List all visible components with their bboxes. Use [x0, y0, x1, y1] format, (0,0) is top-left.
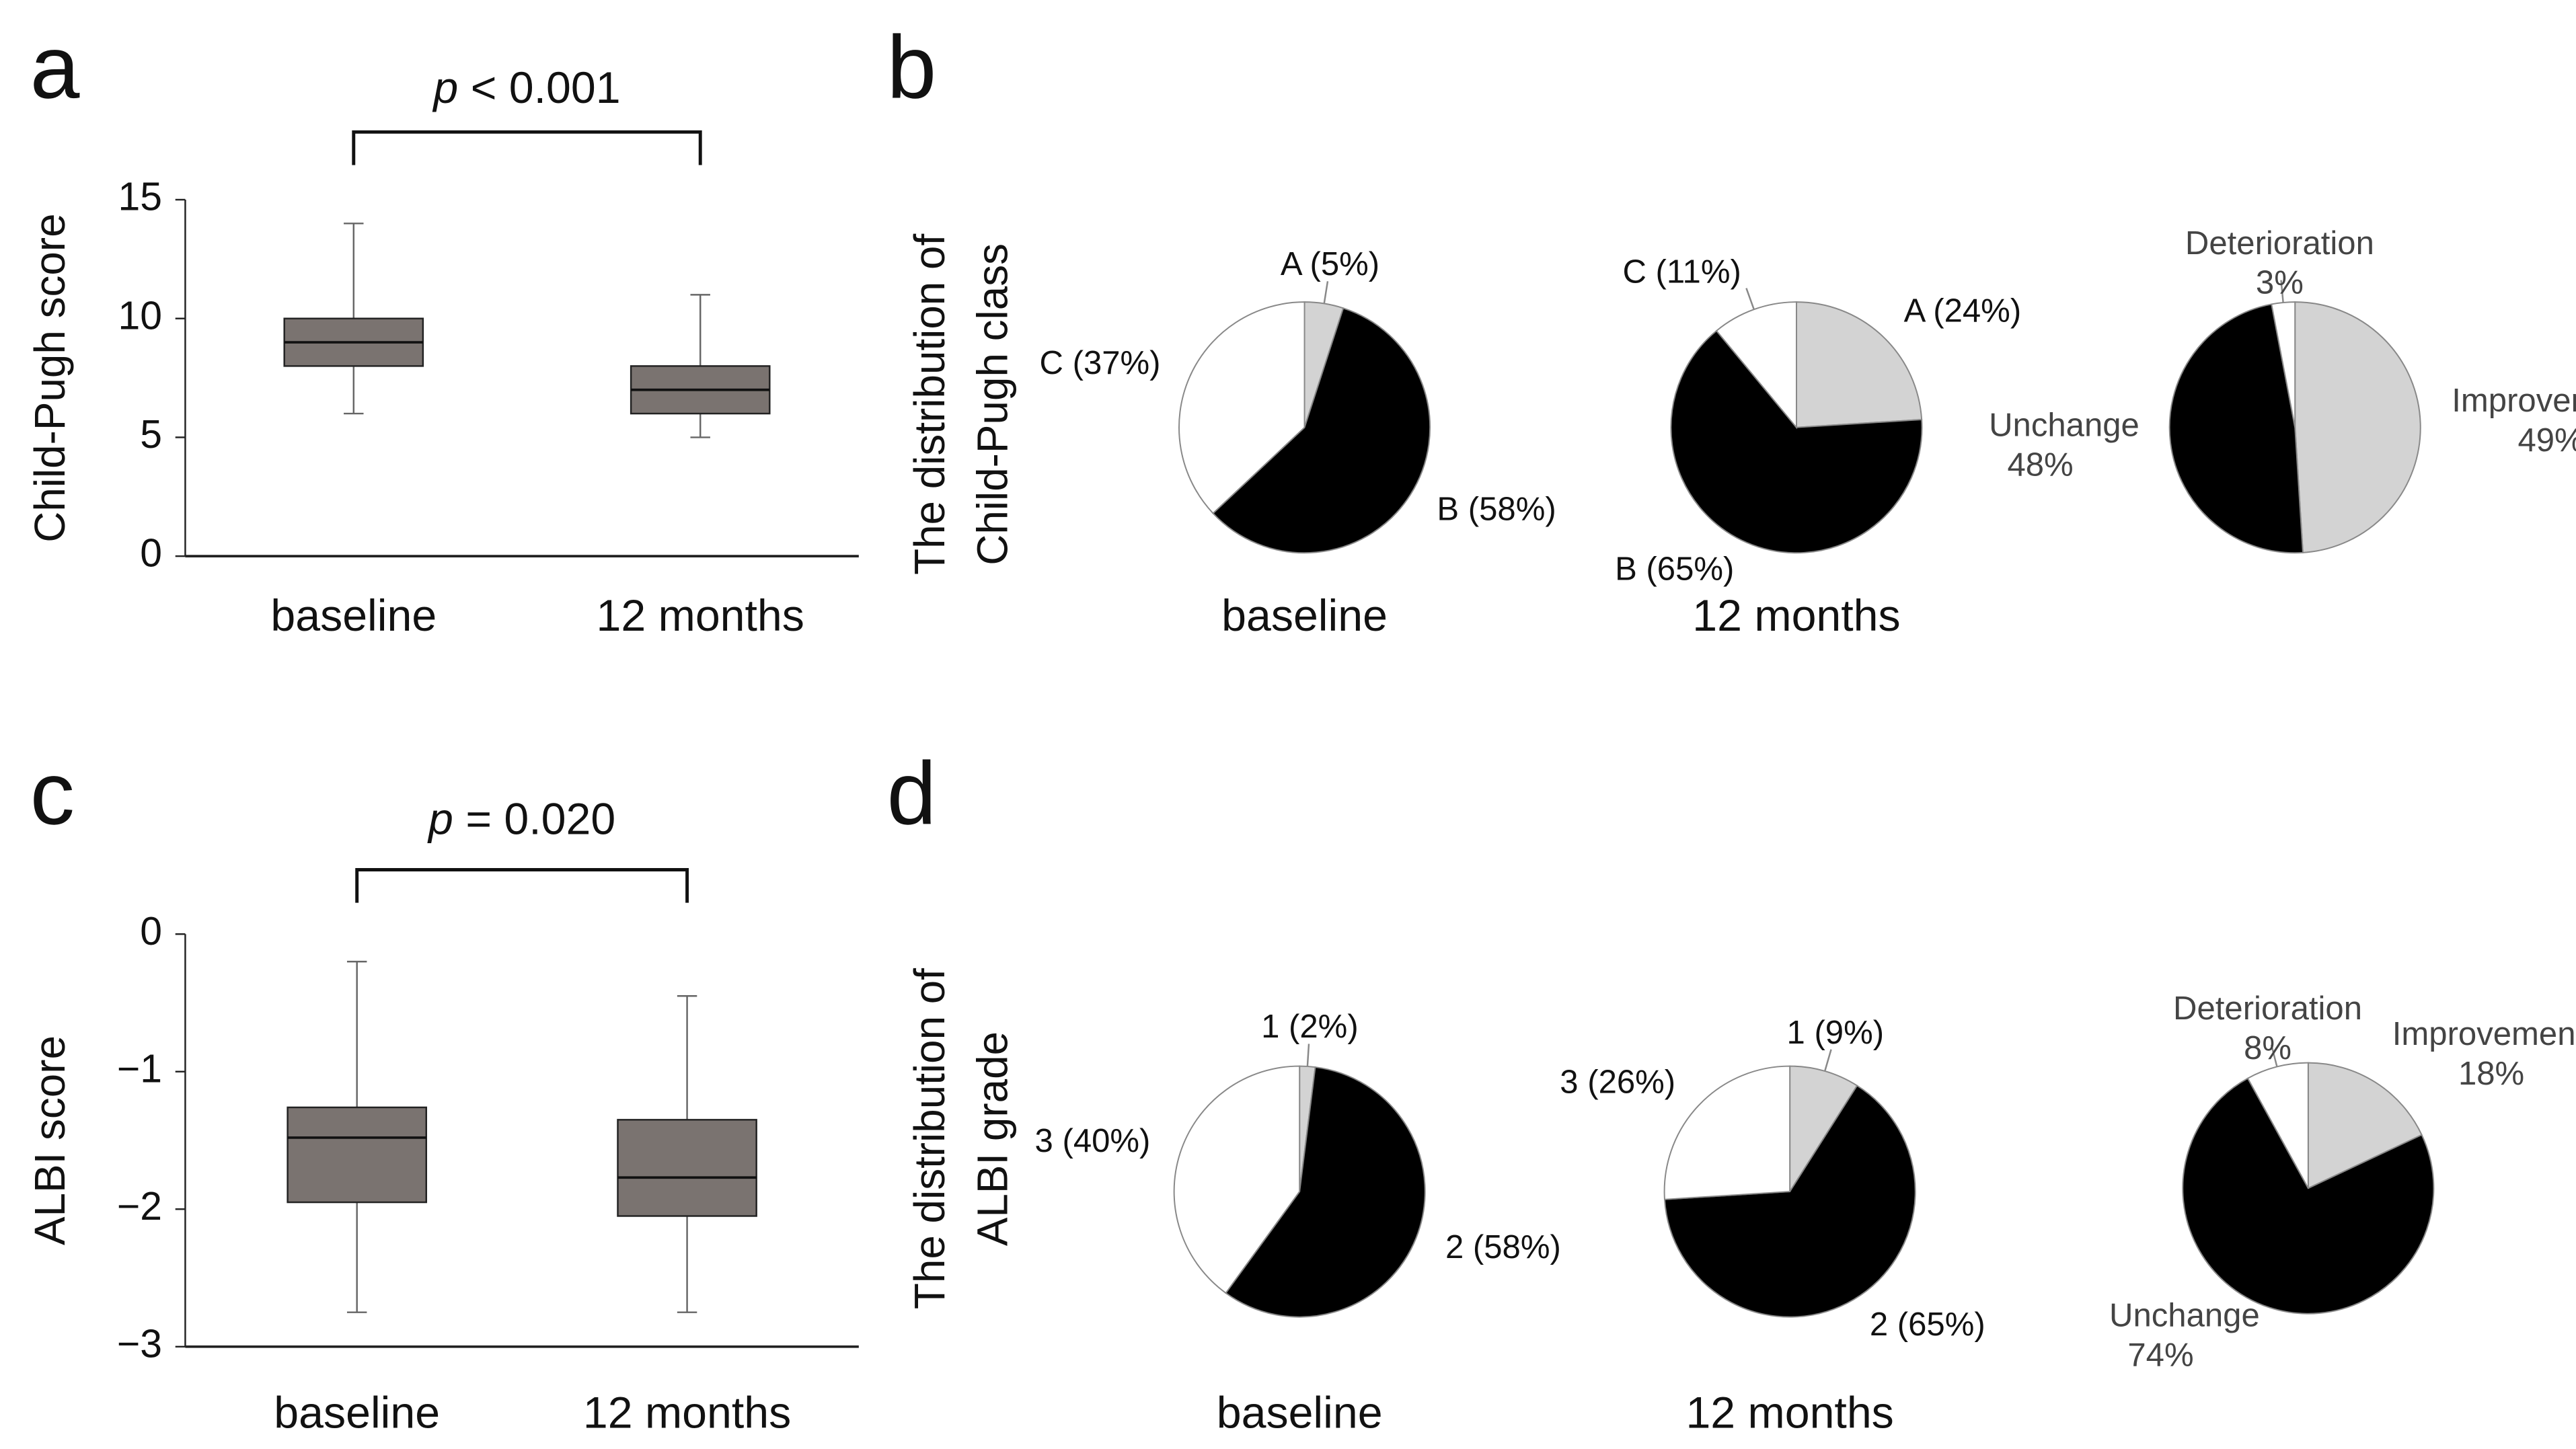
pie-slice — [2168, 303, 2304, 554]
panel-letter: d — [887, 744, 937, 843]
leader-line — [2270, 1044, 2278, 1067]
slice-value: 8% — [2244, 1030, 2291, 1066]
y-axis-label: The distribution of — [905, 234, 954, 575]
panel-letter: b — [887, 17, 937, 117]
p-value-text: < 0.001 — [471, 63, 621, 112]
slice-label: Unchange 74% — [2109, 1297, 2260, 1373]
x-tick-label: baseline — [270, 591, 437, 641]
slice-label: Unchange 48% — [1989, 407, 2139, 483]
pie-label: baseline — [1217, 1388, 1383, 1438]
pie-slice — [1670, 329, 1923, 554]
slice-label: C (11%) — [1622, 254, 1741, 290]
significance-bracket — [355, 868, 689, 903]
p-symbol: p — [432, 63, 458, 112]
slice-label: Deterioration 8% — [2173, 990, 2362, 1066]
slice-label: C (37%) — [1040, 345, 1161, 381]
pie-slice — [1212, 307, 1431, 554]
y-tick-label: 10 — [118, 294, 163, 338]
pie-slice — [1663, 1085, 1916, 1318]
slice-label: 2 (58%) — [1445, 1229, 1561, 1265]
leader-line — [2280, 280, 2284, 303]
y-tick-label: −2 — [117, 1185, 162, 1228]
slice-label: B (65%) — [1615, 551, 1734, 588]
y-tick-label: −1 — [117, 1047, 162, 1091]
slice-category: Unchange — [1989, 407, 2139, 443]
p-value: p = 0.020 — [427, 794, 615, 844]
slice-value: 49% — [2517, 422, 2576, 459]
y-axis-label: ALBI grade — [968, 1031, 1016, 1246]
slice-label: Deterioration 3% — [2185, 225, 2374, 301]
slice-category: Deterioration — [2173, 990, 2362, 1027]
box — [617, 1119, 757, 1217]
y-tick-label: 0 — [140, 532, 162, 576]
slice-label: 3 (40%) — [1035, 1123, 1151, 1159]
slice-label: B (58%) — [1437, 492, 1556, 528]
y-axis-label: Child-Pugh score — [26, 213, 74, 542]
pie-label: 12 months — [1692, 591, 1900, 641]
slice-value: 48% — [2007, 446, 2073, 483]
slice-category: Improvement — [2452, 383, 2576, 419]
pie-slice — [2294, 301, 2421, 553]
slice-label: 2 (65%) — [1870, 1306, 1985, 1343]
leader-line — [1306, 1044, 1310, 1067]
x-tick-label: 12 months — [583, 1388, 791, 1438]
slice-label: 1 (9%) — [1787, 1015, 1885, 1051]
pie-slice — [1795, 301, 1923, 428]
pie-label: baseline — [1221, 591, 1388, 641]
pie-slice — [2246, 1062, 2309, 1189]
significance-bracket — [352, 130, 702, 165]
p-symbol: p — [427, 794, 453, 844]
slice-label: 1 (2%) — [1261, 1009, 1359, 1045]
pie-slice — [1789, 1065, 1858, 1194]
slice-category: Improvement — [2392, 1016, 2576, 1052]
pie-slice — [1715, 301, 1797, 430]
slice-label: A (5%) — [1281, 246, 1379, 282]
y-tick-label: 5 — [140, 413, 162, 457]
slice-label: Improvement 18% — [2392, 1016, 2576, 1092]
pie-slice — [1663, 1065, 1791, 1200]
x-tick-label: baseline — [274, 1388, 440, 1438]
box — [287, 1106, 428, 1204]
leader-line — [1824, 1049, 1832, 1072]
slice-label: Improvement49% — [2452, 383, 2576, 459]
y-axis-label: Child-Pugh class — [968, 243, 1016, 565]
pie-label: 12 months — [1685, 1388, 1893, 1438]
y-tick-label: 15 — [118, 175, 163, 219]
pie-slice — [1178, 301, 1305, 514]
y-axis-label: The distribution of — [905, 968, 954, 1309]
slice-value: 18% — [2458, 1056, 2524, 1092]
y-tick-label: 0 — [140, 910, 162, 953]
slice-label: A (24%) — [1904, 293, 2022, 329]
pie-slice — [2182, 1077, 2435, 1315]
x-tick-label: 12 months — [597, 591, 804, 641]
panel-letter: a — [30, 17, 80, 117]
slice-category: Deterioration — [2185, 225, 2374, 262]
y-tick-label: −3 — [117, 1322, 162, 1366]
leader-line — [1323, 281, 1329, 304]
slice-value: 3% — [2256, 265, 2304, 301]
pie-slice — [1173, 1065, 1301, 1294]
p-value: p < 0.001 — [432, 63, 620, 112]
panel-letter: c — [30, 744, 75, 843]
slice-label: 3 (26%) — [1560, 1064, 1675, 1100]
slice-category: Unchange — [2109, 1297, 2260, 1333]
pie-slice — [1225, 1066, 1426, 1318]
leader-line — [1745, 288, 1755, 310]
pie-slice — [2271, 301, 2296, 428]
y-axis-label: ALBI score — [26, 1035, 74, 1245]
p-value-text: = 0.020 — [465, 794, 615, 844]
slice-value: 74% — [2127, 1337, 2193, 1373]
pie-slice — [2307, 1062, 2423, 1189]
